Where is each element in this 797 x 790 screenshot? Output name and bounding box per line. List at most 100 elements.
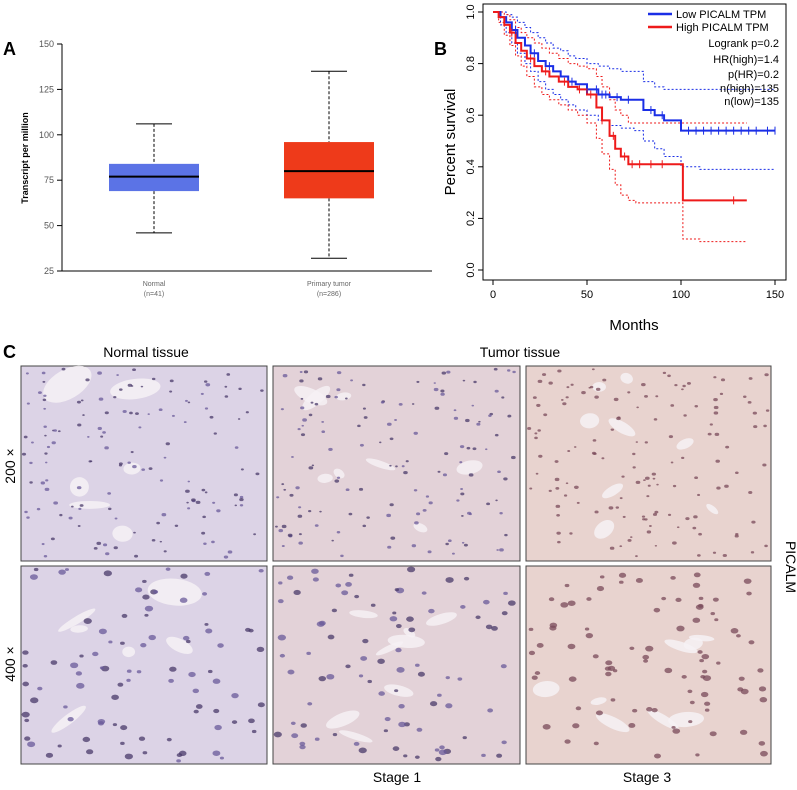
ihc-nucleus [82,736,91,743]
ihc-nucleus [629,646,635,651]
ihc-nucleus [79,654,84,658]
ihc-nucleus [724,484,729,488]
normal-tissue-header: Normal tissue [103,344,189,360]
ihc-nucleus [223,555,229,559]
ihc-nucleus [394,689,399,693]
ihc-nucleus [99,666,105,670]
ihc-nucleus [151,377,156,381]
ihc-nucleus [491,626,498,631]
ihc-nucleus [112,723,118,727]
ihc-nucleus [147,413,150,415]
ihc-nucleus [693,572,701,578]
ihc-nucleus [734,534,739,538]
ihc-nucleus [93,546,98,550]
tumor-category-label: Primary tumor [307,281,352,288]
ihc-nucleus [674,384,678,387]
ihc-nucleus [667,513,672,516]
ihc-lumen [647,709,679,730]
ihc-nucleus [43,554,48,558]
ihc-lumen [532,681,560,698]
ihc-nucleus [386,513,392,518]
ihc-nucleus [671,725,676,729]
ihc-nucleus [670,404,675,407]
ihc-nucleus [475,615,481,620]
ihc-nucleus [675,597,682,602]
ihc-nucleus [630,536,633,538]
ihc-nucleus [97,426,102,431]
ihc-nucleus [619,545,623,548]
ihc-nucleus [428,501,433,505]
ihc-nucleus [605,660,613,666]
ihc-nucleus [277,634,287,641]
ihc-nucleus [140,385,144,388]
ihc-image-stage3-400x [525,565,772,765]
ihc-nucleus [195,500,201,505]
ihc-nucleus [300,723,307,728]
ihc-nucleus [33,567,39,572]
ihc-nucleus [460,488,464,491]
ihc-nucleus [591,451,596,455]
ihc-nucleus [555,487,560,490]
panel-b-y-ticks: 0.0 0.2 0.4 0.6 0.8 1.0 [465,4,483,278]
ihc-nucleus [589,385,594,389]
ihc-nucleus [120,641,125,645]
ihc-nucleus [676,526,680,529]
ihc-nucleus [699,659,704,663]
ihc-nucleus [238,387,242,390]
ihc-nucleus [632,452,636,456]
ihc-nucleus [319,510,322,513]
ihc-image-stage3-200x [525,365,772,562]
ihc-image-normal-400x [20,565,268,765]
ihc-nucleus [654,544,658,547]
ihc-nucleus [345,664,351,669]
ihc-lumen [608,418,636,437]
ihc-nucleus [378,691,385,696]
ihc-nucleus [283,488,287,491]
ihc-nucleus [627,391,631,394]
ihc-nucleus [61,367,66,371]
ihc-nucleus [174,524,179,527]
panel-b-x-tick-label: 100 [672,289,690,301]
ihc-nucleus [328,447,333,452]
ihc-nucleus [641,383,646,387]
ihc-nucleus [739,729,748,735]
ihc-nucleus [188,671,196,678]
ihc-nucleus [183,421,187,424]
ihc-nucleus [416,727,423,732]
ihc-nucleus [132,368,136,372]
ihc-nucleus [567,600,576,606]
ihc-nucleus [362,638,369,644]
ihc-nucleus [512,370,516,374]
ihc-nucleus [24,736,31,741]
ihc-nucleus [359,443,364,447]
ihc-nucleus [98,628,107,635]
panel-b-y-tick-label: 0.8 [465,56,477,71]
ihc-nucleus [636,406,639,409]
ihc-nucleus [537,379,543,383]
ihc-nucleus [692,582,701,588]
ihc-nucleus [621,475,625,478]
ihc-nucleus [117,682,124,687]
ihc-nucleus [303,370,309,374]
ihc-nucleus [331,608,338,613]
ihc-nucleus [59,513,63,517]
ihc-nucleus [387,545,392,549]
ihc-nucleus [43,407,47,410]
ihc-nucleus [134,554,139,558]
ihc-lumen [426,612,457,626]
ihc-nucleus [142,579,147,584]
ihc-nucleus [564,583,570,588]
ihc-nucleus [362,383,366,387]
panel-b-x-tick-label: 0 [490,289,496,301]
ihc-nucleus [169,390,173,393]
ihc-nucleus [592,439,597,442]
ihc-nucleus [743,578,752,584]
ihc-nucleus [281,544,285,548]
ihc-nucleus [345,582,352,587]
ihc-nucleus [560,398,564,401]
ihc-nucleus [654,510,659,514]
ihc-nucleus [86,749,94,755]
ihc-nucleus [29,481,33,484]
ihc-nucleus [463,576,470,581]
ihc-nucleus [445,577,454,583]
